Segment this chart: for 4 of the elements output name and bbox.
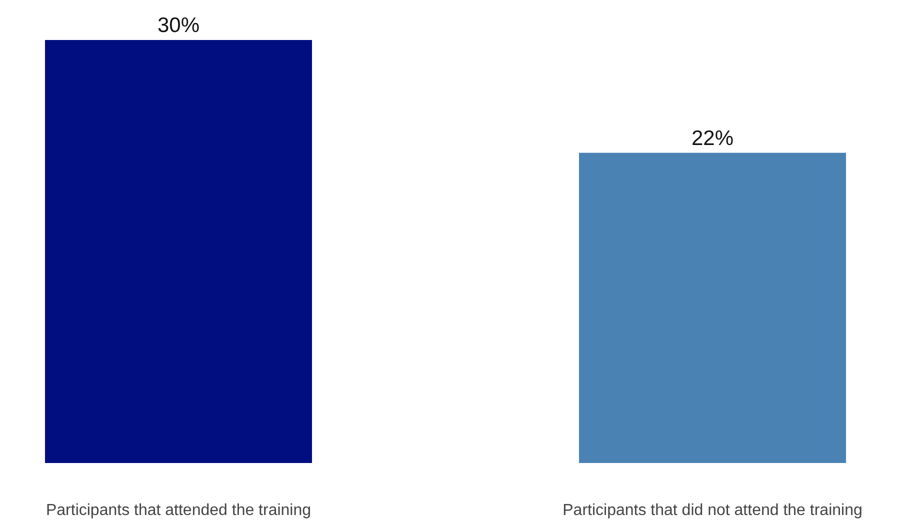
x-tick-label: Participants that attended the training [46,502,312,519]
data-label: 22% [691,126,734,150]
data-label: 30% [157,14,200,37]
x-tick-label: Participants that did not attend the training [562,502,862,519]
